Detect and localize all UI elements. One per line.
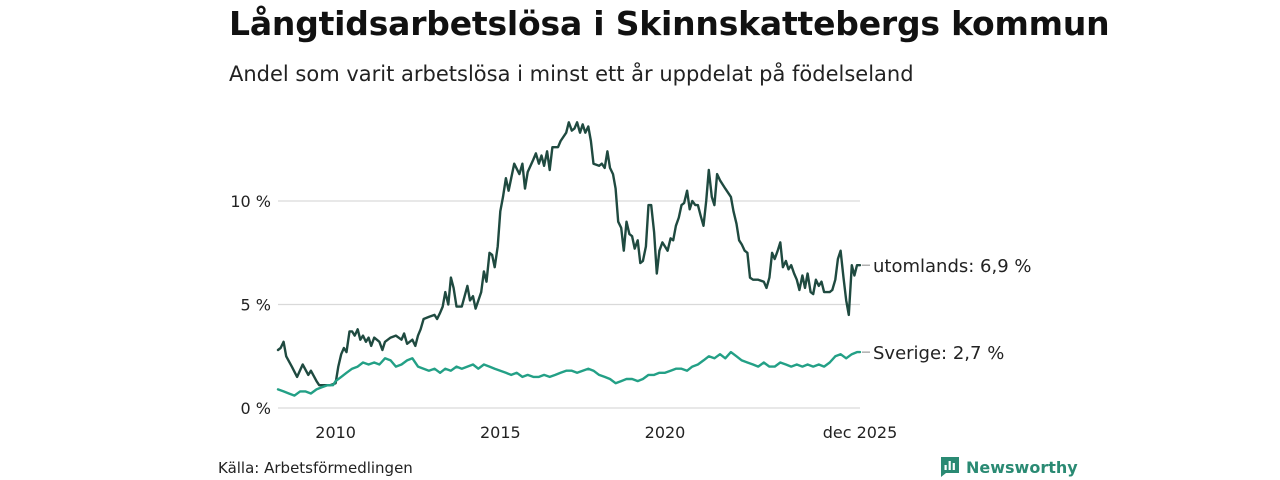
- series-lines: [276, 121, 862, 397]
- chart-title: Långtidsarbetslösa i Skinnskattebergs ko…: [229, 4, 1110, 43]
- gridlines: [278, 200, 860, 409]
- series-line-utomlands: [276, 121, 862, 387]
- y-tick-label: 5 %: [241, 296, 271, 315]
- x-tick-label: 2015: [480, 423, 521, 442]
- series-end-labels: utomlands: 6,9 % Sverige: 2,7 %: [862, 256, 1032, 364]
- y-tick-label: 10 %: [230, 192, 271, 211]
- x-tick-label: dec 2025: [823, 423, 898, 442]
- chart-subtitle: Andel som varit arbetslösa i minst ett å…: [229, 62, 914, 86]
- brand-logo[interactable]: Newsworthy: [940, 456, 1078, 478]
- brand-name: Newsworthy: [966, 457, 1078, 477]
- y-tick-label: 0 %: [241, 399, 271, 418]
- series-end-label-utomlands: utomlands: 6,9 %: [873, 256, 1032, 277]
- newsworthy-logo-icon: [941, 457, 959, 477]
- x-tick-label: 2020: [645, 423, 686, 442]
- y-axis-ticks: 0 % 5 % 10 %: [230, 192, 271, 418]
- x-tick-label: 2010: [315, 423, 356, 442]
- series-line-sverige: [276, 350, 862, 397]
- x-axis-ticks: 2010 2015 2020 dec 2025: [315, 423, 897, 442]
- source-note: Källa: Arbetsförmedlingen: [218, 459, 413, 477]
- series-end-label-sverige: Sverige: 2,7 %: [873, 343, 1004, 364]
